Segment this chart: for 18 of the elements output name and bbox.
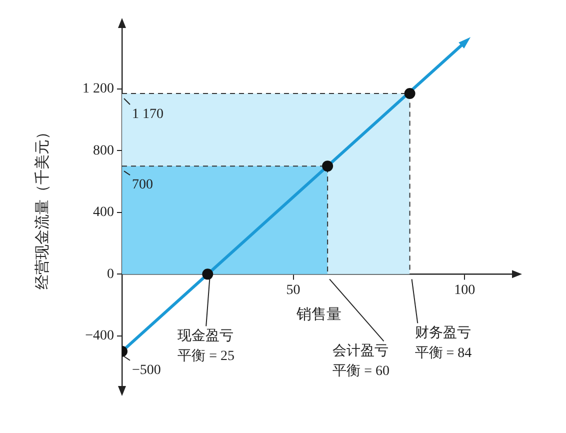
annotation: −500	[132, 363, 161, 378]
annotation: 1 170	[132, 107, 164, 122]
y-tick-label: 400	[93, 205, 114, 220]
x-tick-label: 100	[454, 283, 476, 298]
y-axis-title: 经营现金流量（千美元）	[34, 124, 51, 290]
x-tick-label: 50	[286, 283, 300, 298]
point	[322, 160, 334, 172]
annotation: 财务盈亏平衡 = 84	[414, 324, 472, 361]
y-tick-label: 800	[93, 143, 114, 158]
annotation: 会计盈亏平衡 = 60	[332, 342, 390, 379]
y-tick-label: 1 200	[82, 82, 114, 97]
annotation: 现金盈亏平衡 = 25	[178, 328, 235, 364]
y-tick-label: −400	[85, 328, 114, 344]
x-axis-title: 销售量	[296, 306, 342, 323]
point	[202, 268, 214, 280]
point	[404, 88, 416, 99]
y-tick-label: 0	[107, 266, 114, 282]
annotation: 700	[132, 178, 153, 193]
